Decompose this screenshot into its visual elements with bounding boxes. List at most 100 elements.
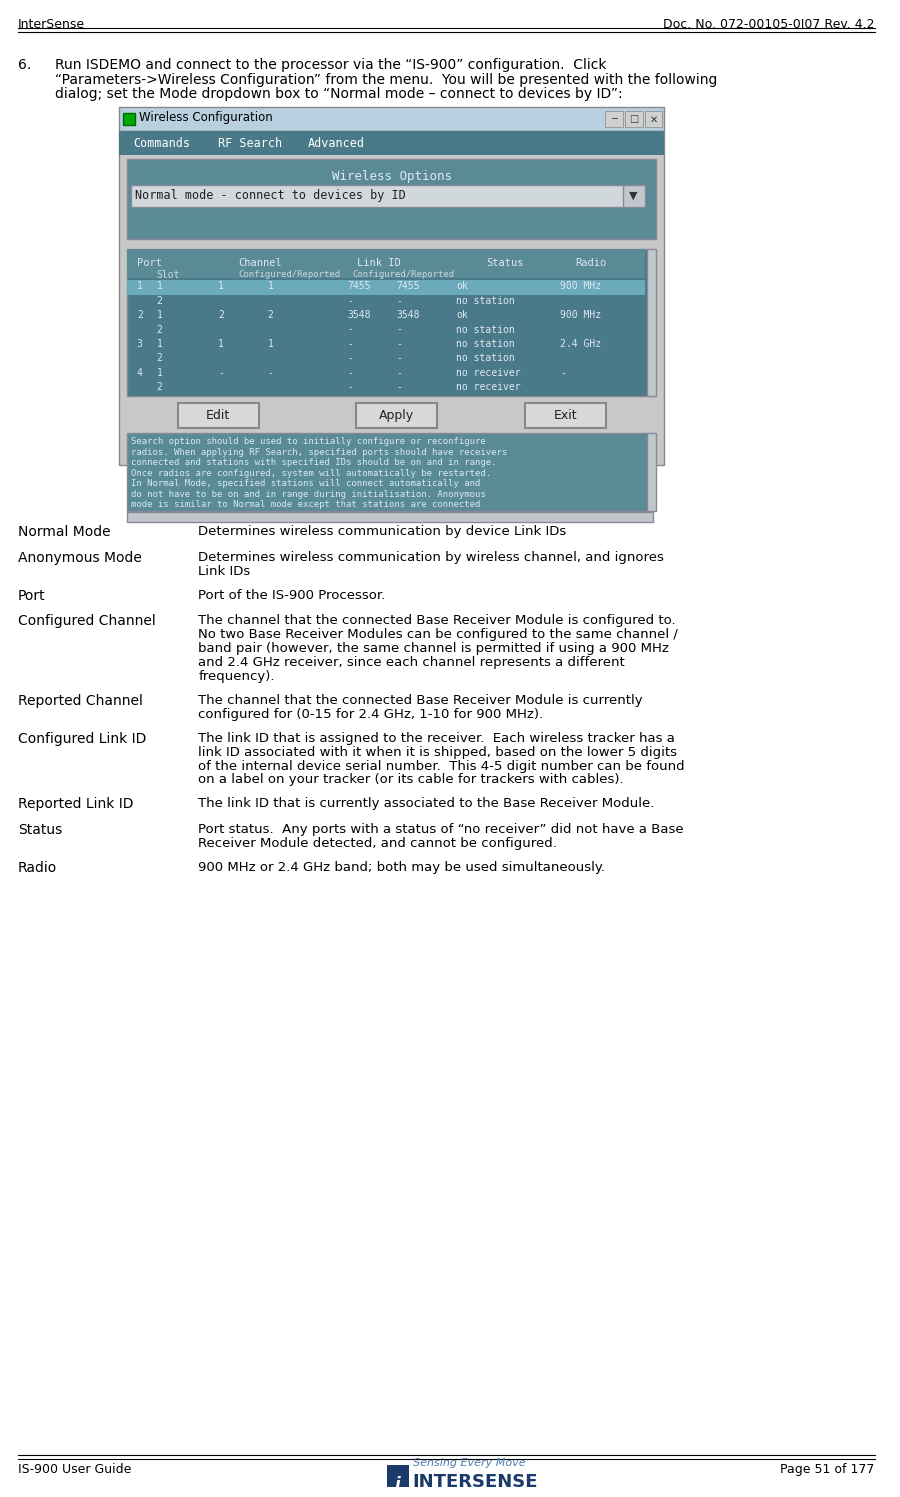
Text: Radio: Radio — [18, 861, 57, 874]
Text: 1: 1 — [268, 281, 274, 292]
Text: -: - — [218, 368, 224, 377]
Text: Apply: Apply — [379, 409, 414, 422]
Text: 2: 2 — [157, 296, 163, 305]
Text: Port status.  Any ports with a status of “no receiver” did not have a Base: Port status. Any ports with a status of … — [198, 823, 684, 837]
Text: -: - — [561, 368, 566, 377]
Text: 900 MHz: 900 MHz — [561, 310, 601, 320]
Text: The link ID that is assigned to the receiver.  Each wireless tracker has a: The link ID that is assigned to the rece… — [198, 732, 675, 744]
Text: Normal mode - connect to devices by ID: Normal mode - connect to devices by ID — [135, 189, 406, 202]
Text: i: i — [395, 1476, 400, 1494]
Text: -: - — [347, 353, 353, 364]
Text: connected and stations with specified IDs should be on and in range.: connected and stations with specified ID… — [130, 458, 497, 467]
Text: 2: 2 — [157, 325, 163, 335]
Text: -: - — [347, 338, 353, 349]
Text: Radio: Radio — [575, 259, 607, 268]
Text: Port of the IS-900 Processor.: Port of the IS-900 Processor. — [198, 588, 385, 602]
Text: Normal Mode: Normal Mode — [18, 525, 111, 539]
Text: 3548: 3548 — [397, 310, 420, 320]
Text: -: - — [397, 382, 402, 392]
Bar — [119, 132, 664, 156]
Text: Link ID: Link ID — [357, 259, 400, 268]
Text: Doc. No. 072-00105-0I07 Rev. 4.2: Doc. No. 072-00105-0I07 Rev. 4.2 — [663, 18, 875, 31]
Text: no station: no station — [456, 353, 515, 364]
Text: 3: 3 — [137, 338, 143, 349]
Text: Reported Channel: Reported Channel — [18, 695, 143, 708]
Text: Slot: Slot — [157, 271, 180, 280]
Text: Wireless Configuration: Wireless Configuration — [139, 111, 273, 124]
Bar — [605, 111, 623, 127]
Text: mode is similar to Normal mode except that stations are connected: mode is similar to Normal mode except th… — [130, 500, 481, 509]
Text: The channel that the connected Base Receiver Module is currently: The channel that the connected Base Rece… — [198, 695, 643, 707]
Text: 2: 2 — [157, 353, 163, 364]
Text: Configured/Reported: Configured/Reported — [238, 271, 340, 280]
Bar — [127, 512, 652, 522]
Text: Status: Status — [486, 259, 524, 268]
FancyBboxPatch shape — [525, 403, 606, 428]
Text: Anonymous Mode: Anonymous Mode — [18, 551, 141, 564]
Bar — [646, 249, 656, 395]
Text: -: - — [397, 368, 402, 377]
Text: Run ISDEMO and connect to the processor via the “IS-900” configuration.  Click: Run ISDEMO and connect to the processor … — [55, 58, 606, 72]
Text: of the internal device serial number.  This 4-5 digit number can be found: of the internal device serial number. Th… — [198, 759, 685, 772]
Text: radios. When applying RF Search, specified ports should have receivers: radios. When applying RF Search, specifi… — [130, 448, 508, 457]
Text: 1: 1 — [157, 281, 163, 292]
Text: Advanced: Advanced — [308, 136, 364, 150]
Text: Wireless Options: Wireless Options — [332, 171, 452, 184]
Text: 1: 1 — [137, 281, 143, 292]
Bar — [127, 434, 652, 510]
Text: -: - — [397, 338, 402, 349]
Text: ok: ok — [456, 281, 468, 292]
Text: -: - — [268, 368, 274, 377]
Text: no station: no station — [456, 296, 515, 305]
Text: 2: 2 — [268, 310, 274, 320]
Text: Determines wireless communication by device Link IDs: Determines wireless communication by dev… — [198, 525, 567, 537]
Text: INTERSENSE: INTERSENSE — [412, 1473, 538, 1491]
Text: Exit: Exit — [554, 409, 577, 422]
Text: dialog; set the Mode dropdown box to “Normal mode – connect to devices by ID”:: dialog; set the Mode dropdown box to “No… — [55, 87, 622, 102]
Text: 1: 1 — [218, 281, 224, 292]
Text: 7455: 7455 — [347, 281, 371, 292]
Text: -: - — [347, 325, 353, 335]
Text: □: □ — [629, 114, 638, 124]
Bar — [127, 249, 644, 278]
Bar — [123, 114, 135, 126]
Text: do not have to be on and in range during initialisation. Anonymous: do not have to be on and in range during… — [130, 490, 486, 499]
Text: 1: 1 — [157, 310, 163, 320]
Text: Edit: Edit — [206, 409, 230, 422]
Text: Status: Status — [18, 823, 62, 837]
Bar — [625, 111, 643, 127]
Bar — [644, 111, 662, 127]
Text: 900 MHz: 900 MHz — [561, 281, 601, 292]
Text: 2: 2 — [218, 310, 224, 320]
Bar — [387, 1466, 409, 1487]
Text: 1: 1 — [157, 368, 163, 377]
Bar — [127, 280, 644, 295]
Text: 1: 1 — [157, 338, 163, 349]
Text: “Parameters->Wireless Configuration” from the menu.  You will be presented with : “Parameters->Wireless Configuration” fro… — [55, 72, 717, 87]
Text: and 2.4 GHz receiver, since each channel represents a different: and 2.4 GHz receiver, since each channel… — [198, 656, 626, 669]
Text: Configured/Reported: Configured/Reported — [352, 271, 454, 280]
Text: 6.: 6. — [18, 58, 32, 72]
Text: no receiver: no receiver — [456, 368, 521, 377]
Text: The channel that the connected Base Receiver Module is configured to.: The channel that the connected Base Rece… — [198, 614, 676, 627]
Text: ok: ok — [456, 310, 468, 320]
Text: 1: 1 — [218, 338, 224, 349]
Text: The link ID that is currently associated to the Base Receiver Module.: The link ID that is currently associated… — [198, 798, 654, 810]
FancyBboxPatch shape — [356, 403, 437, 428]
Text: 1: 1 — [268, 338, 274, 349]
Text: Once radios are configured, system will automatically be restarted.: Once radios are configured, system will … — [130, 469, 491, 478]
Text: ✕: ✕ — [650, 114, 658, 124]
Text: Port: Port — [18, 588, 46, 602]
Text: ▼: ▼ — [629, 190, 638, 201]
Bar — [127, 159, 656, 238]
Text: InterSense: InterSense — [18, 18, 85, 31]
Text: Sensing Every Move: Sensing Every Move — [412, 1458, 526, 1469]
Text: Link IDs: Link IDs — [198, 564, 250, 578]
FancyBboxPatch shape — [177, 403, 259, 428]
Text: -: - — [397, 325, 402, 335]
Text: -: - — [347, 296, 353, 305]
Text: IS-900 User Guide: IS-900 User Guide — [18, 1464, 131, 1476]
Text: 900 MHz or 2.4 GHz band; both may be used simultaneously.: 900 MHz or 2.4 GHz band; both may be use… — [198, 861, 606, 874]
Text: ─: ─ — [611, 114, 616, 124]
Text: link ID associated with it when it is shipped, based on the lower 5 digits: link ID associated with it when it is sh… — [198, 746, 678, 759]
